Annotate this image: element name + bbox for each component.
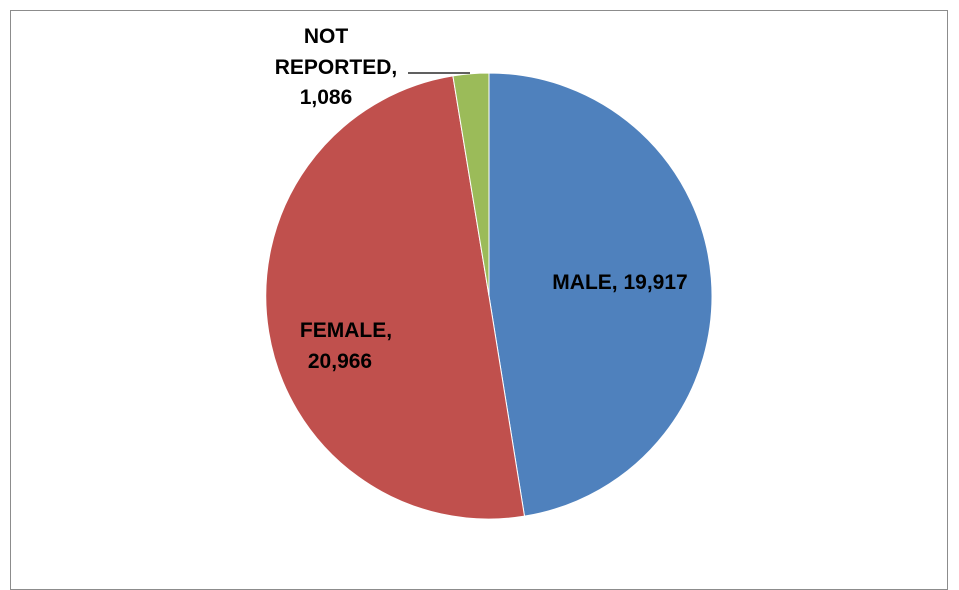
data-label-male: MALE, 19,917: [552, 271, 687, 294]
pie-slice-not-reported: [452, 72, 490, 297]
pie-slices: [265, 72, 713, 520]
data-label-female-line2: 20,966: [308, 350, 372, 373]
pie-slice-female: [265, 75, 526, 520]
data-label-not-reported-line2: REPORTED,: [275, 56, 398, 79]
pie-slice-male: [488, 72, 713, 517]
data-label-not-reported-line3: 1,086: [300, 86, 353, 109]
data-label-female-line1: FEMALE,: [300, 319, 392, 342]
data-label-not-reported-line1: NOT: [304, 25, 349, 48]
